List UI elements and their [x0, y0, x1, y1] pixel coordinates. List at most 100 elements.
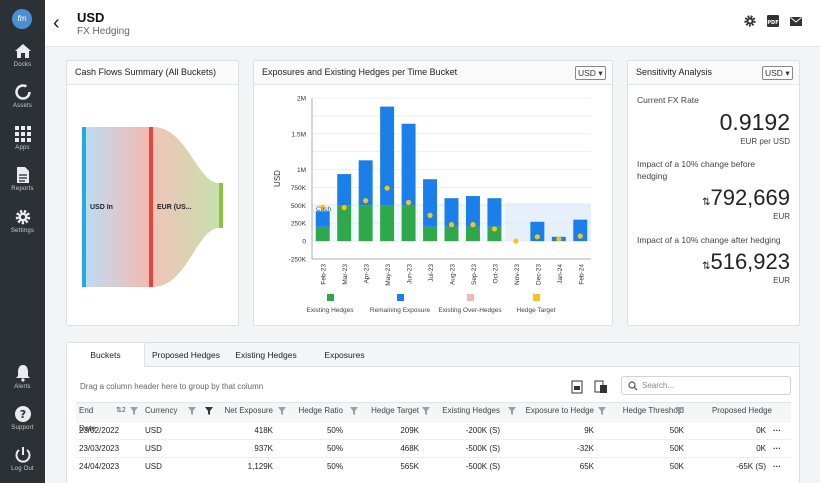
table-cell: 23/03/2023 [79, 444, 120, 453]
column-header[interactable]: Exposure to Hedge [525, 406, 595, 415]
sankey-label-left: USD In [90, 204, 113, 211]
sidebar-item-support[interactable]: ? Support [0, 405, 45, 431]
impact-after-label: Impact of a 10% change after hedging [637, 235, 781, 245]
cashflows-title: Cash Flows Summary (All Buckets) [67, 61, 238, 85]
back-arrow-icon[interactable]: ‹ [53, 12, 60, 34]
sidebar-item-assets[interactable]: Assets [0, 83, 45, 109]
sidebar-item-docks[interactable]: Docks [0, 42, 45, 68]
sidebar-item-settings[interactable]: Settings [0, 208, 45, 234]
sidebar-item-logout[interactable]: Log Out [0, 446, 45, 472]
chart-bar-existing-hedges [423, 226, 438, 242]
search-icon [628, 381, 638, 391]
chart-x-tick-label: Dec-23 [535, 264, 542, 285]
impact-before-unit: EUR [773, 212, 790, 221]
table-cell: 50% [326, 426, 343, 435]
chart-bar-existing-hedges [401, 205, 416, 242]
mail-icon[interactable] [789, 14, 803, 28]
column-header[interactable]: Existing Hedges [442, 406, 500, 415]
table-cell: 418K [254, 426, 273, 435]
chart-y-tick-label: 1M [297, 167, 306, 174]
filter-icon[interactable] [350, 407, 358, 415]
search-input[interactable]: Search... [621, 376, 791, 395]
column-header[interactable]: Hedge Target [371, 406, 419, 415]
sidebar-item-reports[interactable]: Reports [0, 166, 45, 192]
table-cell: 50% [326, 462, 343, 471]
sidebar-item-apps[interactable]: Apps [0, 125, 45, 151]
chart-bar-remaining-exposure [573, 219, 588, 242]
chart-bar-remaining-exposure [401, 123, 416, 206]
chart-point-hedge-target [341, 205, 347, 211]
swap-arrows-icon: ⇅ [702, 261, 711, 272]
column-header[interactable]: End Date [79, 406, 96, 433]
impact-after-value: ⇅516,923 [702, 249, 790, 274]
report-icon [16, 167, 29, 183]
filter-icon[interactable] [188, 407, 196, 415]
export-excel-icon[interactable] [569, 379, 585, 395]
filter-icon[interactable] [130, 407, 138, 415]
chart-x-tick-label: Jan-24 [557, 264, 564, 284]
table-cell: -500K (S) [465, 444, 500, 453]
table-row[interactable]: 23/02/2022 USD 418K 50% 209K -200K (S) 9K 50K 0K… [76, 421, 791, 439]
sidebar-item-alerts[interactable]: Alerts [0, 364, 45, 390]
column-header[interactable]: Proposed Hedge [711, 406, 772, 415]
filter-icon[interactable] [278, 407, 286, 415]
table-cell: 209K [400, 426, 419, 435]
filter-active-icon[interactable] [205, 407, 213, 415]
table-cell: 565K [400, 462, 419, 471]
sort-order-indicator[interactable]: ⇅2 [116, 407, 126, 414]
sankey-diagram [82, 127, 223, 287]
table-cell: -500K (S) [465, 462, 500, 471]
chart-y-tick-label: 2M [297, 96, 306, 103]
chart-bar-existing-hedges [358, 205, 373, 242]
table-cell: -32K [577, 444, 594, 453]
chart-bar-remaining-exposure [337, 174, 352, 206]
tab-proposed-hedges[interactable]: Proposed Hedges [151, 350, 221, 360]
sidebar-item-label: Support [11, 425, 34, 431]
filter-icon[interactable] [675, 407, 683, 415]
table-cell: USD [145, 444, 162, 453]
exposures-currency-select[interactable]: USD ▾ [575, 66, 606, 80]
chart-bar-existing-hedges [315, 226, 330, 242]
export-pdf-icon[interactable] [593, 379, 609, 395]
sidebar-item-label: Apps [15, 145, 30, 151]
search-placeholder: Search... [642, 381, 675, 390]
chart-bar-remaining-exposure [423, 179, 438, 227]
sensitivity-card: Sensitivity Analysis USD ▾ Current FX Ra… [627, 60, 800, 326]
chart-legend-swatch [467, 294, 474, 301]
chart-point-hedge-target [556, 236, 562, 242]
chart-x-tick-label: Feb-23 [321, 264, 328, 285]
sankey-node-out [219, 183, 223, 228]
row-actions-button[interactable]: ··· [773, 462, 781, 471]
column-header[interactable]: Hedge Threshold [622, 406, 684, 415]
sidebar-item-label: Settings [10, 228, 35, 234]
chart-point-hedge-target [491, 226, 498, 232]
filter-icon[interactable] [598, 407, 606, 415]
column-header[interactable]: Currency [145, 406, 178, 415]
chart-point-hedge-target [470, 222, 476, 228]
filter-icon[interactable] [422, 407, 430, 415]
settings-gear-icon[interactable] [743, 14, 757, 28]
page-header: ‹ USD FX Hedging PDF [45, 0, 820, 47]
pdf-icon[interactable]: PDF [766, 14, 780, 28]
chart-legend-swatch [327, 294, 334, 301]
chart-bar-remaining-exposure [444, 198, 459, 227]
chart-point-hedge-target [577, 233, 583, 239]
table-cell: 65K [579, 462, 594, 471]
sensitivity-currency-select[interactable]: USD ▾ [762, 66, 793, 80]
filter-icon[interactable] [508, 407, 516, 415]
column-header[interactable]: Hedge Ratio [298, 406, 343, 415]
table-cell: 50% [326, 444, 343, 453]
chart-y-tick-label: 500K [291, 203, 307, 210]
chart-point-hedge-target [448, 222, 455, 228]
tab-buckets[interactable]: Buckets [67, 343, 145, 367]
chart-legend-swatch [533, 294, 540, 301]
tab-existing-hedges[interactable]: Existing Hedges [235, 350, 297, 360]
column-header[interactable]: Net Exposure [224, 406, 273, 415]
chart-x-tick-label: May-23 [385, 264, 392, 286]
row-actions-button[interactable]: ··· [773, 444, 781, 453]
fx-rate-value: 0.9192 [719, 109, 790, 135]
table-row[interactable]: 23/03/2023 USD 937K 50% 468K -500K (S) -32K 50K… [76, 439, 791, 457]
row-actions-button[interactable]: ··· [773, 426, 781, 435]
tab-exposures[interactable]: Exposures [324, 350, 365, 360]
table-row[interactable]: 24/04/2023 USD 1,129K 50% 565K -500K (S) 65K 50… [76, 457, 791, 475]
